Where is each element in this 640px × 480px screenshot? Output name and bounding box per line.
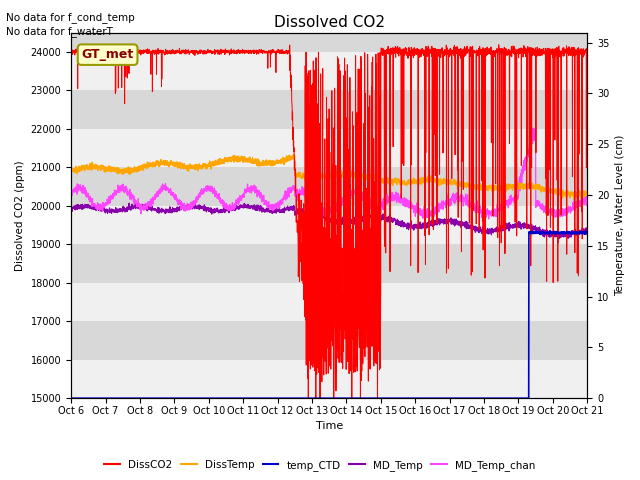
DissTemp	[290, 152, 298, 157]
Bar	[71, 360, 588, 398]
Bar	[71, 167, 588, 206]
MD_Temp_chan	[157, 187, 164, 193]
temp_CTD	[518, 396, 525, 401]
MD_Temp	[67, 206, 75, 212]
Bar	[71, 129, 588, 167]
temp_CTD	[157, 396, 164, 401]
temp_CTD	[532, 228, 540, 234]
Y-axis label: Dissolved CO2 (ppm): Dissolved CO2 (ppm)	[15, 160, 25, 271]
DissTemp	[126, 165, 134, 171]
DissTemp	[265, 160, 273, 166]
DissCO2	[157, 49, 164, 55]
Bar	[71, 52, 588, 90]
MD_Temp_chan	[126, 195, 134, 201]
MD_Temp_chan	[518, 180, 525, 186]
DissCO2	[495, 42, 502, 48]
X-axis label: Time: Time	[316, 421, 343, 432]
Text: No data for f_waterT: No data for f_waterT	[6, 26, 113, 37]
MD_Temp_chan	[67, 192, 75, 197]
DissCO2	[584, 47, 591, 52]
DissTemp	[157, 162, 164, 168]
MD_Temp	[126, 204, 134, 210]
Line: MD_Temp_chan: MD_Temp_chan	[71, 127, 588, 219]
DissCO2	[287, 88, 295, 94]
Bar	[71, 321, 588, 360]
DissCO2	[126, 48, 134, 54]
MD_Temp	[157, 207, 164, 213]
Title: Dissolved CO2: Dissolved CO2	[274, 15, 385, 30]
MD_Temp	[518, 224, 525, 230]
Bar	[71, 90, 588, 129]
MD_Temp_chan	[584, 200, 591, 205]
DissTemp	[570, 196, 578, 202]
MD_Temp_chan	[532, 124, 540, 130]
Text: GT_met: GT_met	[81, 48, 134, 61]
DissCO2	[67, 50, 75, 56]
temp_CTD	[584, 229, 591, 235]
DissCO2	[518, 49, 525, 55]
Bar	[71, 244, 588, 283]
Line: temp_CTD: temp_CTD	[71, 231, 588, 398]
DissCO2	[265, 48, 273, 54]
Line: DissTemp: DissTemp	[71, 155, 588, 199]
MD_Temp_chan	[287, 186, 295, 192]
DissTemp	[518, 183, 525, 189]
Text: No data for f_cond_temp: No data for f_cond_temp	[6, 12, 135, 23]
MD_Temp_chan	[573, 200, 581, 206]
MD_Temp	[573, 227, 581, 233]
MD_Temp	[584, 227, 591, 233]
Bar	[71, 206, 588, 244]
temp_CTD	[573, 230, 581, 236]
temp_CTD	[287, 396, 295, 401]
temp_CTD	[67, 396, 75, 401]
Line: DissCO2: DissCO2	[71, 45, 588, 471]
MD_Temp_chan	[265, 203, 273, 208]
DissTemp	[573, 190, 581, 196]
Bar	[71, 283, 588, 321]
MD_Temp	[564, 236, 572, 241]
DissTemp	[67, 170, 75, 176]
Y-axis label: Temperature, Water Level (cm): Temperature, Water Level (cm)	[615, 135, 625, 296]
Legend: DissCO2, DissTemp, temp_CTD, MD_Temp, MD_Temp_chan: DissCO2, DissTemp, temp_CTD, MD_Temp, MD…	[100, 456, 540, 475]
DissCO2	[573, 156, 581, 162]
temp_CTD	[265, 396, 273, 401]
Line: MD_Temp: MD_Temp	[71, 203, 588, 239]
MD_Temp	[266, 207, 273, 213]
DissCO2	[316, 468, 324, 474]
temp_CTD	[126, 396, 134, 401]
MD_Temp	[288, 205, 296, 211]
MD_Temp	[125, 200, 133, 206]
DissTemp	[584, 189, 591, 195]
DissTemp	[287, 155, 295, 160]
MD_Temp_chan	[484, 216, 492, 222]
